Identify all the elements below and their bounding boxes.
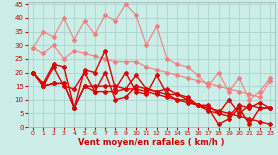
X-axis label: Vent moyen/en rafales ( km/h ): Vent moyen/en rafales ( km/h ) <box>78 138 225 147</box>
